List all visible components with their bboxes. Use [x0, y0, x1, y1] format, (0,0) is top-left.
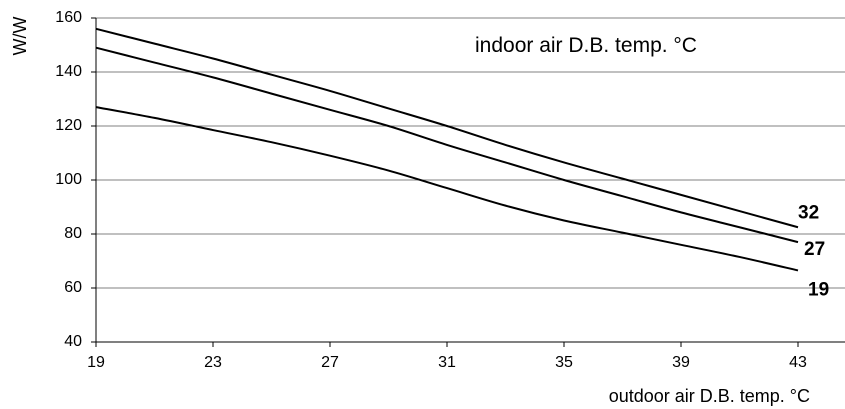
- y-tick-label: 40: [64, 333, 82, 350]
- y-tick-label: 100: [55, 171, 82, 188]
- x-tick-label: 31: [438, 354, 456, 371]
- series-line-19: [95, 106, 799, 272]
- series-label-19: 19: [808, 279, 829, 300]
- x-ticks: 19 23 27 31 35 39 43: [87, 342, 807, 371]
- y-axis-label: W/W: [10, 17, 30, 56]
- x-axis-label: outdoor air D.B. temp. °C: [609, 386, 810, 406]
- x-tick-label: 19: [87, 354, 105, 371]
- annotation-text: indoor air D.B. temp. °C: [475, 34, 697, 57]
- series-lines: [95, 27, 799, 272]
- y-tick-label: 160: [55, 9, 82, 26]
- series-label-27: 27: [804, 239, 825, 260]
- series-line-27: [95, 46, 799, 244]
- series-label-32: 32: [798, 202, 819, 223]
- gridlines: [96, 17, 845, 289]
- x-tick-label: 23: [204, 354, 222, 371]
- x-tick-label: 43: [789, 354, 807, 371]
- series-labels: 32 27 19: [798, 202, 829, 300]
- y-ticks: 40 60 80 100 120 140 160: [55, 9, 96, 350]
- x-tick-label: 35: [555, 354, 573, 371]
- series-line-32: [95, 27, 799, 229]
- x-tick-label: 27: [321, 354, 339, 371]
- x-tick-label: 39: [672, 354, 690, 371]
- y-tick-label: 140: [55, 63, 82, 80]
- y-tick-label: 80: [64, 225, 82, 242]
- y-tick-label: 60: [64, 279, 82, 296]
- y-tick-label: 120: [55, 117, 82, 134]
